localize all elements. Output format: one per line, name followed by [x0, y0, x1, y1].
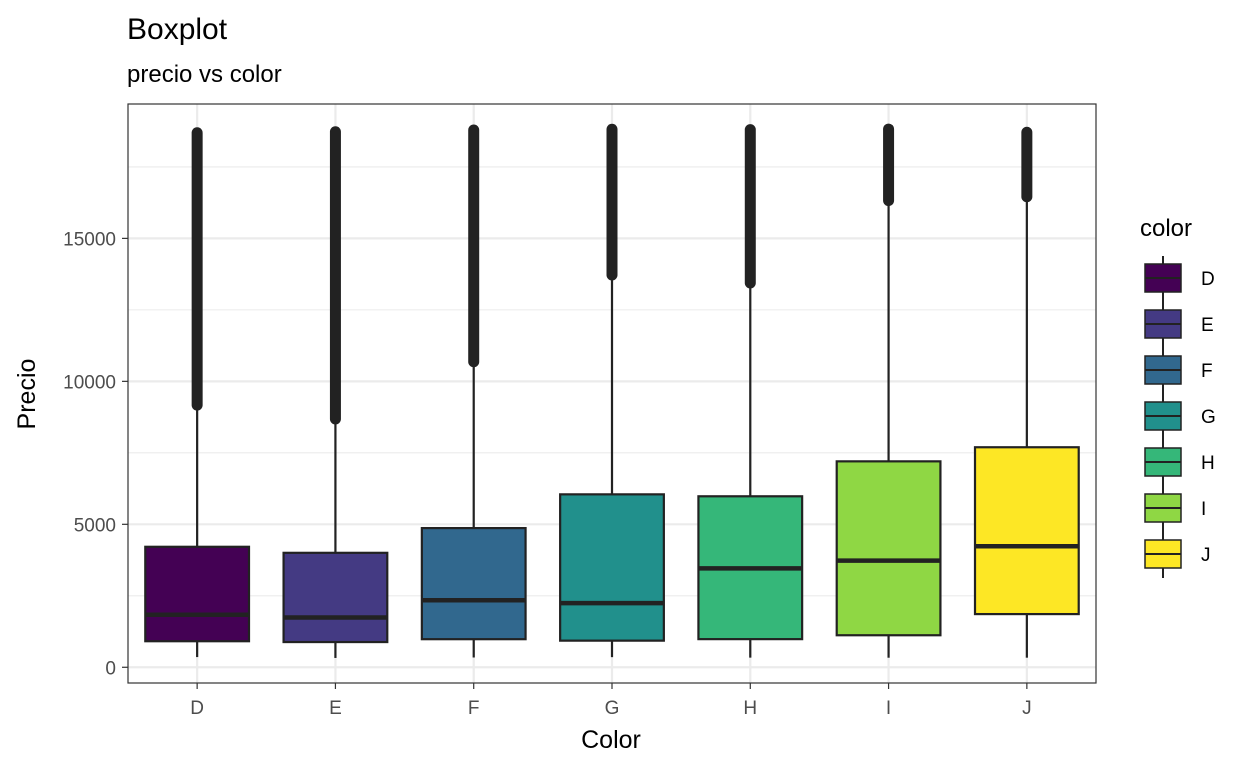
x-tick-label: H: [743, 698, 757, 719]
box-body: [835, 460, 942, 637]
y-tick-label: 15000: [63, 229, 116, 250]
legend-item-label: I: [1201, 499, 1206, 520]
box-E: [282, 126, 389, 658]
legend: D E F G H I J: [1144, 256, 1216, 578]
box-H: [697, 124, 804, 658]
x-tick-label: I: [886, 698, 891, 719]
legend-title: color: [1140, 215, 1192, 242]
legend-item-label: J: [1201, 545, 1211, 566]
y-tick-label: 5000: [74, 515, 116, 536]
box-body: [144, 545, 251, 643]
box-body: [420, 526, 527, 641]
box-F: [420, 124, 527, 658]
box-G: [559, 123, 665, 658]
box-body: [559, 493, 665, 642]
y-tick-label: 10000: [63, 372, 116, 393]
box-J: [973, 126, 1080, 658]
legend-item-H: H: [1144, 440, 1215, 486]
legend-item-I: I: [1144, 486, 1206, 532]
x-tick-label: J: [1022, 698, 1032, 719]
legend-item-F: F: [1144, 348, 1213, 394]
box-body: [973, 446, 1080, 616]
legend-item-E: E: [1144, 302, 1214, 348]
box-body: [282, 551, 389, 644]
box-I: [835, 123, 942, 658]
x-tick-label: D: [190, 698, 204, 719]
chart-subtitle: precio vs color: [127, 61, 282, 88]
x-tick-label: F: [468, 698, 480, 719]
legend-item-J: J: [1144, 532, 1211, 578]
legend-item-label: G: [1201, 407, 1216, 428]
y-axis-label: Precio: [13, 359, 41, 430]
x-axis-label: Color: [581, 726, 641, 754]
legend-item-G: G: [1144, 394, 1216, 440]
box-D: [144, 127, 251, 658]
plot-area: 0 5000 10000 15000 D E F G H I J: [63, 103, 1097, 719]
x-tick-label: E: [329, 698, 342, 719]
x-tick-label: G: [605, 698, 620, 719]
legend-item-D: D: [1144, 256, 1215, 302]
legend-item-label: E: [1201, 315, 1214, 336]
legend-item-label: F: [1201, 361, 1213, 382]
chart-title: Boxplot: [127, 13, 228, 46]
y-tick-label: 0: [105, 658, 116, 679]
legend-item-label: D: [1201, 269, 1215, 290]
legend-item-label: H: [1201, 453, 1215, 474]
